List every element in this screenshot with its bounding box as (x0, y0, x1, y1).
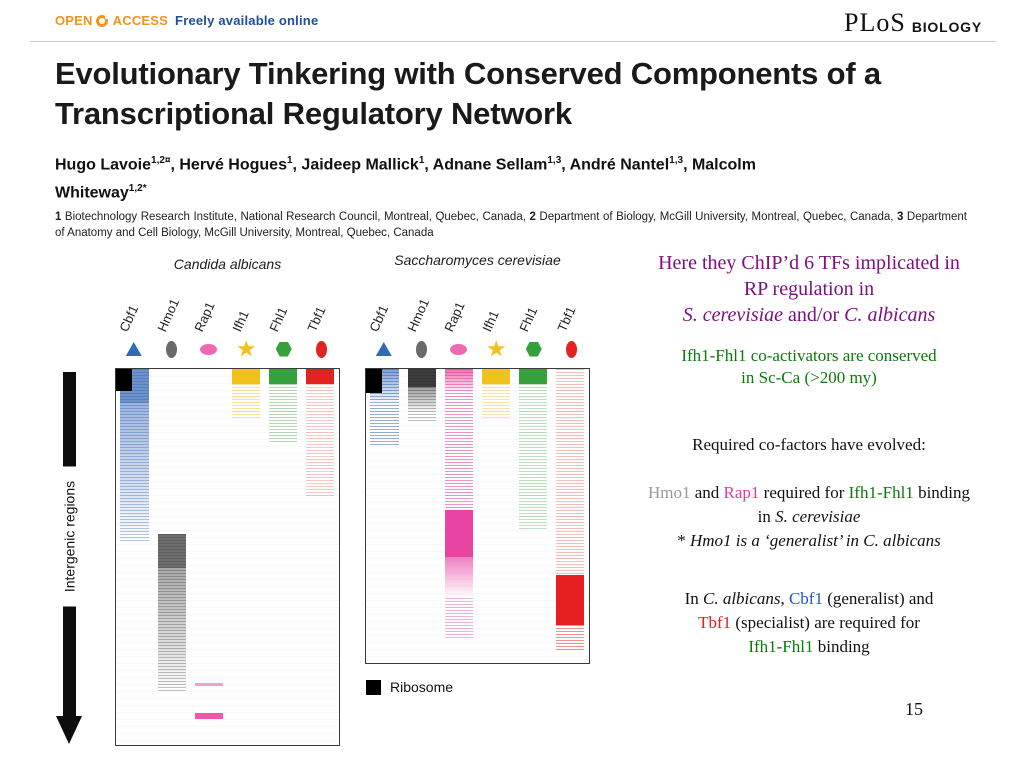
heatmap-segment (194, 682, 223, 686)
cbf1-triangle-icon (375, 342, 392, 356)
heatmap-segment (481, 383, 511, 419)
heatmap-segment (444, 557, 473, 599)
heatmap-segment (444, 598, 473, 640)
open-access-icon (95, 13, 111, 28)
heatmap-segment (519, 383, 548, 531)
note-chip: Here they ChIP’d 6 TFs implicated in RP … (658, 252, 960, 326)
column-label: Fhl1 (516, 304, 541, 334)
note-conserved: Ifh1-Fhl1 co-activators are conserved in… (681, 346, 937, 387)
heatmap-segment (407, 386, 436, 414)
rap1-ellipse-icon (450, 343, 468, 355)
legend-label: Ribosome (390, 679, 454, 695)
ifh1-star-icon (237, 340, 256, 357)
intergenic-arrow-head (56, 716, 82, 744)
column-label: Rap1 (191, 299, 218, 334)
heatmap-segment (157, 534, 186, 693)
heatmap-segment (444, 369, 473, 511)
column-labels-cerevisiae: Cbf1 Hmo1 Rap1 Ifh1 Fhl1 Tbf1 (365, 278, 590, 336)
heatmap-segment (407, 369, 436, 422)
hmo1-ellipse-icon (415, 340, 427, 358)
rap1-ellipse-icon (200, 343, 218, 355)
ribosome-swatch (366, 679, 381, 695)
column-label: Tbf1 (553, 304, 579, 334)
column-label: Ifh1 (478, 308, 502, 334)
access-label: ACCESS (112, 13, 169, 28)
heatmap-segment (556, 369, 585, 575)
tbf1-ellipse-icon (565, 340, 577, 358)
heatmap-segment (481, 369, 511, 384)
heatmap-segment (120, 369, 149, 542)
column-label: Cbf1 (366, 302, 392, 334)
author-list: Hugo Lavoie1,2¤, Hervé Hogues1, Jaideep … (55, 155, 756, 202)
note-albicans: In C. albicans, Cbf1 (generalist) and Tb… (684, 589, 934, 656)
plos-biology-logo: PLoS BIOLOGY (844, 8, 982, 38)
annotation-column: Here they ChIP’d 6 TFs implicated in RP … (612, 250, 1006, 659)
column-label: Ifh1 (228, 308, 252, 334)
heatmap-segment (407, 369, 436, 387)
note-cofactors: Hmo1 and Rap1 required for Ifh1-Fhl1 bin… (647, 483, 971, 550)
note-evolved: Required co-factors have evolved: (692, 435, 926, 454)
tbf1-ellipse-icon (315, 340, 327, 358)
ifh1-star-icon (487, 340, 506, 357)
heatmap-segment (231, 369, 261, 385)
hmo1-ellipse-icon (165, 340, 177, 358)
heatmap-segment (157, 534, 186, 569)
heatmap-candida (115, 368, 340, 746)
heatmap-segment (269, 384, 298, 445)
heatmap-segment (157, 568, 186, 693)
column-label: Cbf1 (116, 302, 142, 334)
panel-title-cerevisiae: Saccharomyces cerevisiae (394, 252, 561, 268)
paper-title: Evolutionary Tinkering with Conserved Co… (55, 56, 881, 131)
legend-ribosome: Ribosome (366, 679, 453, 695)
heatmap-segment (306, 369, 335, 385)
page-number: 15 (905, 699, 923, 719)
heatmap-segment (556, 574, 585, 625)
heatmap-segment (231, 384, 261, 418)
header-divider (30, 41, 996, 42)
cbf1-triangle-icon (125, 342, 142, 356)
column-labels-candida: Cbf1 Hmo1 Rap1 Ifh1 Fhl1 Tbf1 (115, 278, 340, 336)
heatmap-segment (306, 384, 335, 497)
biology-wordmark: BIOLOGY (911, 19, 982, 35)
ribosome-marker (116, 369, 132, 391)
open-label: OPEN (55, 13, 93, 28)
ribosome-marker (366, 369, 382, 394)
column-label: Hmo1 (403, 296, 432, 334)
heatmap-segment (194, 713, 223, 720)
intergenic-regions-label: Intergenic regions (61, 466, 79, 607)
heatmap-segment (269, 369, 298, 385)
tf-icons-cerevisiae (365, 338, 590, 360)
open-access-banner: OPEN ACCESS Freely available online (55, 13, 318, 28)
column-label: Tbf1 (303, 304, 329, 334)
panel-title-candida: Candida albicans (173, 256, 282, 272)
column-label: Rap1 (441, 299, 468, 334)
column-label: Hmo1 (153, 296, 182, 334)
heatmap-segment (444, 510, 473, 558)
fhl1-hexagon-icon (525, 341, 542, 357)
heatmap-segment (556, 624, 585, 652)
tf-icons-candida (115, 338, 340, 360)
affiliations: 1 Biotechnology Research Institute, Nati… (55, 211, 968, 239)
heatmap-segment (120, 402, 149, 542)
heatmap-segment (519, 369, 548, 384)
plos-wordmark: PLoS (844, 8, 906, 37)
heatmap-cerevisiae (365, 368, 590, 664)
column-label: Fhl1 (266, 304, 291, 334)
fhl1-hexagon-icon (275, 341, 292, 357)
freely-available-label: Freely available online (175, 13, 319, 28)
